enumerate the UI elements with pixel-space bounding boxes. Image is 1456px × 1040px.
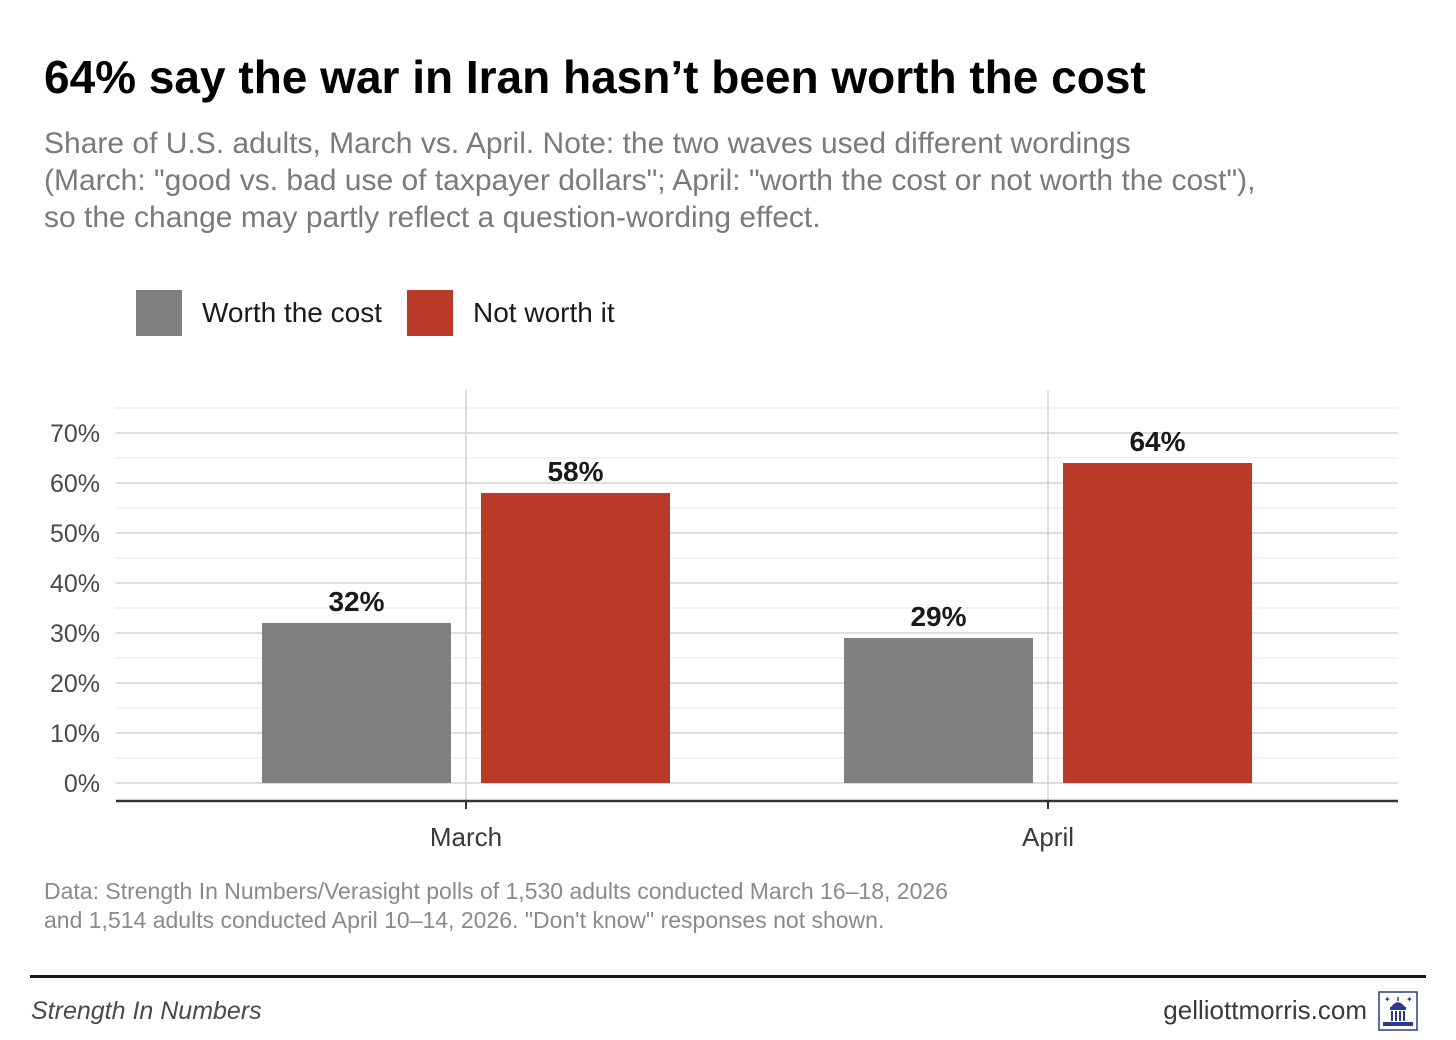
y-tick-label: 60% (50, 470, 100, 498)
legend-label-worth: Worth the cost (202, 297, 383, 328)
legend-swatch-worth (136, 290, 182, 336)
y-tick-label: 50% (50, 520, 100, 548)
y-tick-label: 0% (64, 770, 100, 798)
bar-chart: 0% 10% 20% 30% 40% 50% 60% 70% 32% 29% 58% 64% March… (50, 390, 1398, 852)
data-caption: Data: Strength In Numbers/Verasight poll… (44, 877, 948, 935)
subtitle-line: so the change may partly reflect a quest… (44, 201, 821, 234)
bar-data-label: 32% (328, 586, 384, 617)
bar-data-label: 29% (910, 601, 966, 632)
capitol-logo-icon: ✦ ✦ (1378, 991, 1418, 1031)
svg-text:✦: ✦ (1406, 995, 1413, 1004)
x-tick-label: April (1022, 822, 1074, 852)
bar-worth (262, 623, 451, 783)
y-tick-label: 10% (50, 720, 100, 748)
y-tick-label: 20% (50, 670, 100, 698)
svg-text:✦: ✦ (1384, 995, 1391, 1004)
legend-swatch-not-worth (407, 290, 453, 336)
legend-label-not-worth: Not worth it (473, 297, 615, 328)
bar-data-label: 58% (547, 456, 603, 487)
footer-website-link[interactable]: gelliottmorris.com (1163, 995, 1367, 1025)
y-tick-label: 30% (50, 620, 100, 648)
legend-item-worth: Worth the cost (136, 290, 382, 336)
legend-item-not-worth: Not worth it (407, 290, 615, 336)
subtitle-line: (March: "good vs. bad use of taxpayer do… (44, 164, 1256, 197)
bar-not-worth (481, 493, 670, 783)
bar-not-worth (1063, 463, 1252, 783)
subtitle-line: Share of U.S. adults, March vs. April. N… (44, 127, 1131, 160)
chart-subtitle: Share of U.S. adults, March vs. April. N… (44, 125, 1454, 236)
y-tick-label: 70% (50, 420, 100, 448)
chart-title: 64% say the war in Iran hasn’t been wort… (44, 51, 1146, 103)
footer-divider (30, 975, 1426, 978)
x-tick-label: March (430, 822, 502, 852)
footer-brand: Strength In Numbers (31, 997, 262, 1025)
y-tick-label: 40% (50, 570, 100, 598)
bar-data-label: 64% (1129, 426, 1185, 457)
bar-worth (844, 638, 1033, 783)
caption-line: and 1,514 adults conducted April 10–14, … (44, 907, 885, 933)
caption-line: Data: Strength In Numbers/Verasight poll… (44, 878, 948, 904)
